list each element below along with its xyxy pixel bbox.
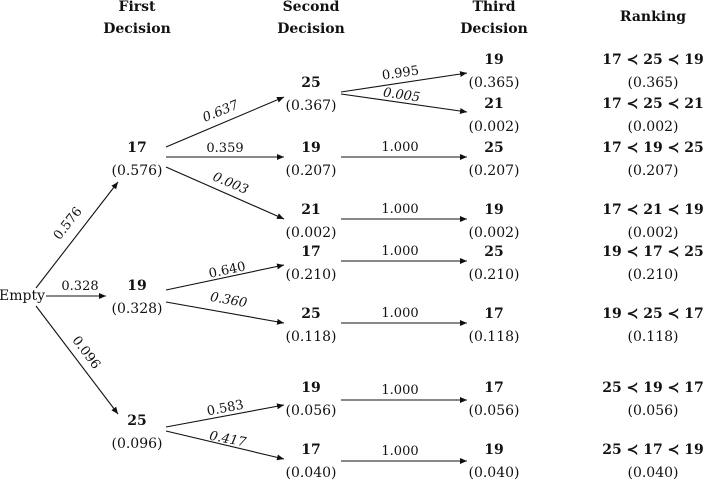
l3-node-6-prob: (0.118) (468, 329, 519, 345)
ranking-4-order: 17 ≺ 21 ≺ 19 (602, 202, 703, 218)
edge-label-19-17-25: 1.000 (381, 244, 418, 259)
edge-17-25-to-21 (340, 93, 468, 114)
l3-node-6-label: 17 (484, 306, 503, 322)
header-second-line1: Second (283, 0, 340, 15)
l1-node-25-prob: (0.096) (111, 436, 162, 452)
ranking-2-order: 17 ≺ 25 ≺ 21 (602, 96, 703, 112)
edge-17-to-21 (165, 166, 285, 220)
edge-label-17-21-19: 1.000 (381, 202, 418, 217)
edge-label-17-19: 0.359 (206, 141, 243, 156)
edge-25-to-19 (165, 403, 285, 428)
l3-node-7-label: 17 (484, 380, 503, 396)
edge-label-25-19: 0.583 (206, 398, 245, 420)
edge-root-to-17 (35, 181, 119, 289)
l2-node-25-17-prob: (0.040) (285, 465, 336, 481)
edge-19-to-25 (165, 301, 285, 325)
edge-label-17-25-19: 0.995 (381, 64, 420, 84)
l3-node-2-prob: (0.002) (468, 119, 519, 135)
edge-label-25-17: 0.417 (208, 429, 248, 451)
ranking-3-prob: (0.207) (627, 163, 678, 179)
ranking-2-prob: (0.002) (627, 119, 678, 135)
l1-node-19-prob: (0.328) (111, 301, 162, 317)
ranking-4-prob: (0.002) (627, 225, 678, 241)
l2-node-25-19-label: 19 (301, 380, 320, 396)
ranking-1-order: 17 ≺ 25 ≺ 19 (602, 52, 703, 68)
l3-node-7-prob: (0.056) (468, 403, 519, 419)
ranking-3-order: 17 ≺ 19 ≺ 25 (602, 140, 703, 156)
edge-label-19-17: 0.640 (208, 259, 248, 281)
ranking-5-prob: (0.210) (627, 267, 678, 283)
l2-node-25-19-prob: (0.056) (285, 403, 336, 419)
l3-node-8-prob: (0.040) (468, 465, 519, 481)
l2-node-19-17-label: 17 (301, 244, 320, 260)
l2-node-17-21-label: 21 (301, 202, 320, 218)
root-node-empty: Empty (0, 288, 45, 304)
l2-node-25-17-label: 17 (301, 442, 320, 458)
header-first-line1: First (119, 0, 157, 15)
edge-19-to-17 (165, 263, 285, 291)
edge-25-to-17 (165, 430, 285, 461)
edge-label-root-19: 0.328 (61, 279, 98, 294)
l3-node-3-label: 25 (484, 140, 503, 156)
edge-label-17-25: 0.637 (201, 98, 242, 126)
edge-label-root-25: 0.096 (69, 334, 103, 373)
edge-17-25-to-19 (340, 71, 468, 93)
l2-node-17-19-label: 19 (301, 140, 320, 156)
ranking-5-order: 19 ≺ 17 ≺ 25 (602, 244, 703, 260)
header-third-line2: Decision (460, 21, 528, 37)
l1-node-17-label: 17 (127, 140, 146, 156)
edge-label-19-25: 0.360 (209, 290, 248, 311)
ranking-7-prob: (0.056) (627, 403, 678, 419)
l3-node-1-prob: (0.365) (468, 75, 519, 91)
l2-node-17-25-prob: (0.367) (285, 98, 336, 114)
header-first-line2: Decision (103, 21, 171, 37)
l1-node-19-label: 19 (127, 278, 146, 294)
edge-label-root-17: 0.576 (51, 205, 86, 244)
l3-node-5-label: 25 (484, 244, 503, 260)
edge-label-25-17-19: 1.000 (381, 444, 418, 459)
l1-node-17-prob: (0.576) (111, 163, 162, 179)
edge-label-19-25-17: 1.000 (381, 306, 418, 321)
l2-node-17-21-prob: (0.002) (285, 225, 336, 241)
edge-label-17-21: 0.003 (210, 170, 250, 198)
l2-node-17-19-prob: (0.207) (285, 163, 336, 179)
edge-label-17-25-21: 0.005 (382, 86, 421, 106)
ranking-8-order: 25 ≺ 17 ≺ 19 (602, 442, 703, 458)
ranking-8-prob: (0.040) (627, 465, 678, 481)
l3-node-4-label: 19 (484, 202, 503, 218)
ranking-6-order: 19 ≺ 25 ≺ 17 (602, 306, 703, 322)
edge-root-to-25 (35, 305, 119, 415)
l2-node-19-17-prob: (0.210) (285, 267, 336, 283)
header-ranking: Ranking (620, 9, 686, 25)
ranking-6-prob: (0.118) (627, 329, 678, 345)
l3-node-8-label: 19 (484, 442, 503, 458)
header-third-line1: Third (472, 0, 515, 15)
l3-node-4-prob: (0.002) (468, 225, 519, 241)
header-second-line2: Decision (277, 21, 345, 37)
l2-node-17-25-label: 25 (301, 75, 320, 91)
l1-node-25-label: 25 (127, 413, 146, 429)
edge-17-to-25 (165, 96, 285, 148)
l2-node-19-25-prob: (0.118) (285, 329, 336, 345)
l3-node-5-prob: (0.210) (468, 267, 519, 283)
edge-label-17-19-25: 1.000 (381, 140, 418, 155)
l2-node-19-25-label: 25 (301, 306, 320, 322)
l3-node-1-label: 19 (484, 52, 503, 68)
l3-node-2-label: 21 (484, 96, 503, 112)
ranking-7-order: 25 ≺ 19 ≺ 17 (602, 380, 703, 396)
ranking-1-prob: (0.365) (627, 75, 678, 91)
edge-label-25-19-17: 1.000 (381, 383, 418, 398)
l3-node-3-prob: (0.207) (468, 163, 519, 179)
